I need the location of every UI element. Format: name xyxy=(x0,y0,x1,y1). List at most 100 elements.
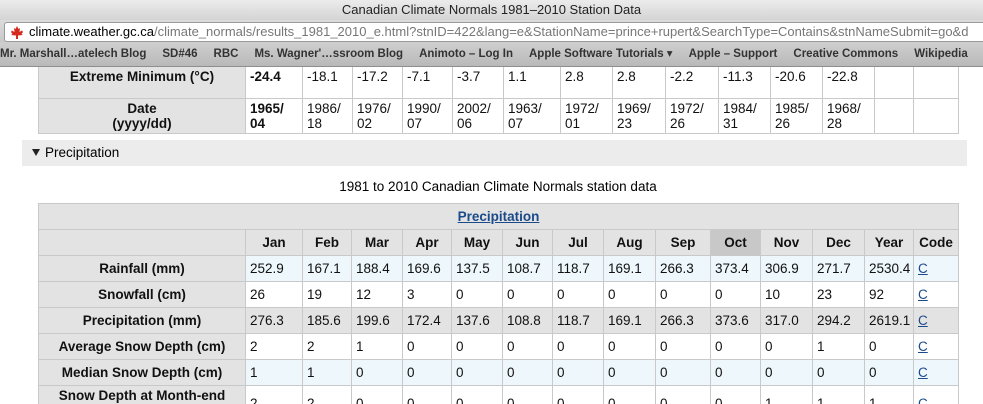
address-field[interactable]: climate.weather.gc.ca/climate_normals/re… xyxy=(4,22,983,42)
table-row: Snowfall (cm) 26 19 12 3 0 0 0 0 0 0 10 23 92 C xyxy=(38,281,960,308)
table-cell: 0 xyxy=(502,281,553,308)
code-cell: C xyxy=(912,333,960,360)
table-cell: 0 xyxy=(351,385,403,404)
table-cell: 0 xyxy=(603,385,656,404)
table-cell: 2.8 xyxy=(612,67,666,99)
code-link[interactable]: C xyxy=(918,365,928,380)
table-cell: -11.3 xyxy=(718,67,771,99)
column-header: Jul xyxy=(552,229,604,256)
table-cell: 10 xyxy=(760,281,813,308)
bookmark[interactable]: Wikipedia xyxy=(914,48,968,60)
table-row: Median Snow Depth (cm) 1 1 0 0 0 0 0 0 0 0 0 0 0 C xyxy=(38,359,960,386)
bookmark[interactable]: Apple – Support xyxy=(688,48,778,60)
bookmark[interactable]: Mr. Marshall…atelech Blog xyxy=(0,48,147,60)
table-cell: 0 xyxy=(402,333,452,360)
table-cell: 1968/ 28 xyxy=(822,98,875,134)
table-cell: 0 xyxy=(603,333,656,360)
table-caption: 1981 to 2010 Canadian Climate Normals st… xyxy=(339,179,657,194)
precipitation-table: Precipitation Jan Feb Mar Apr May Jun Jul Aug Sep… xyxy=(37,203,960,404)
table-cell: 306.9 xyxy=(760,255,813,282)
table-cell: -2.2 xyxy=(665,67,719,99)
table-cell: 266.3 xyxy=(655,255,711,282)
code-link[interactable]: C xyxy=(918,339,928,354)
table-cell: 1 xyxy=(812,333,865,360)
table-cell: 0 xyxy=(864,333,914,360)
table-cell: 1963/ 07 xyxy=(503,98,561,134)
column-header: Dec xyxy=(812,229,865,256)
column-header: Sep xyxy=(655,229,711,256)
table-cell: 172.4 xyxy=(402,307,452,334)
bookmark[interactable]: SD#46 xyxy=(162,48,198,60)
table-cell: 0 xyxy=(451,359,503,386)
table-cell: 1969/ 23 xyxy=(612,98,666,134)
toggle-arrow xyxy=(32,149,40,156)
row-label: Rainfall (mm) xyxy=(38,255,246,282)
column-header: Jan xyxy=(245,229,303,256)
bookmark[interactable]: Creative Commons xyxy=(793,48,899,60)
code-link[interactable]: C xyxy=(918,313,928,328)
table-cell: 0 xyxy=(502,385,553,404)
row-label: Snow Depth at Month-end (cm) xyxy=(38,385,246,404)
table-cell: 0 xyxy=(655,281,711,308)
column-header: Nov xyxy=(760,229,813,256)
table-cell: 1984/ 31 xyxy=(718,98,771,134)
title-row: Precipitation xyxy=(37,203,960,230)
table-cell: -22.8 xyxy=(822,67,875,99)
table-cell: 92 xyxy=(864,281,914,308)
table-cell: 26 xyxy=(245,281,303,308)
table-cell: 3 xyxy=(402,281,452,308)
table-cell: 23 xyxy=(812,281,865,308)
table-cell: 137.5 xyxy=(451,255,503,282)
table-cell: 169.1 xyxy=(603,307,656,334)
table-cell: 373.4 xyxy=(710,255,761,282)
table-cell: 294.2 xyxy=(812,307,865,334)
code-link[interactable]: C xyxy=(918,261,928,276)
url-path: /climate_normals/results_1981_2010_e.htm… xyxy=(154,24,969,39)
table-cell: 317.0 xyxy=(760,307,813,334)
table-cell: 0 xyxy=(655,333,711,360)
table-cell: 1.1 xyxy=(503,67,561,99)
code-link[interactable]: C xyxy=(918,395,928,404)
table-cell: 0 xyxy=(502,359,553,386)
column-header: Mar xyxy=(351,229,403,256)
header-row: Jan Feb Mar Apr May Jun Jul Aug Sep Oct Nov Dec Year… xyxy=(38,229,960,256)
site-icon xyxy=(11,26,23,39)
table-cell: 1 xyxy=(351,333,403,360)
row-label: Median Snow Depth (cm) xyxy=(38,359,246,386)
row-label: Extreme Minimum (°C) xyxy=(38,67,246,99)
table-cell: 0 xyxy=(451,333,503,360)
table-cell: 188.4 xyxy=(351,255,403,282)
table-cell: 0 xyxy=(603,359,656,386)
bookmark[interactable]: Animoto – Log In xyxy=(419,48,513,60)
section-toggle[interactable]: Precipitation xyxy=(22,140,967,166)
window-title: Canadian Climate Normals 1981–2010 Stati… xyxy=(0,0,983,20)
table-cell: 271.7 xyxy=(812,255,865,282)
table-cell: 1 xyxy=(812,385,865,404)
bookmark[interactable]: Apple Software Tutorials ▾ xyxy=(529,48,673,60)
table-cell: 2 xyxy=(245,385,303,404)
bookmark[interactable]: Ms. Wagner'…ssroom Blog xyxy=(254,48,404,60)
table-cell: -20.6 xyxy=(770,67,823,99)
code-link[interactable]: C xyxy=(918,287,928,302)
table-cell: 118.7 xyxy=(552,255,604,282)
table-cell: -18.1 xyxy=(302,67,353,99)
table-cell: 0 xyxy=(655,359,711,386)
bookmark[interactable]: RBC xyxy=(213,48,239,60)
table-title-link[interactable]: Precipitation xyxy=(457,209,540,224)
table-cell: 2619.1 xyxy=(864,307,914,334)
table-cell: 0 xyxy=(760,333,813,360)
table-cell: 12 xyxy=(351,281,403,308)
bookmarks-bar: Mr. Marshall…atelech Blog SD#46 RBC Ms. Wag… xyxy=(0,42,983,67)
section-title: Precipitation xyxy=(45,145,120,160)
table-cell: 0 xyxy=(451,385,503,404)
table-cell: 1 xyxy=(245,359,303,386)
table-cell: 2 xyxy=(302,333,352,360)
table-cell: 1 xyxy=(864,385,914,404)
table-cell: 0 xyxy=(710,385,761,404)
table-cell: 266.3 xyxy=(655,307,711,334)
row-label: Date (yyyy/dd) xyxy=(38,98,246,134)
table-cell: 0 xyxy=(402,359,452,386)
table-cell: 276.3 xyxy=(245,307,303,334)
column-header: Feb xyxy=(302,229,352,256)
